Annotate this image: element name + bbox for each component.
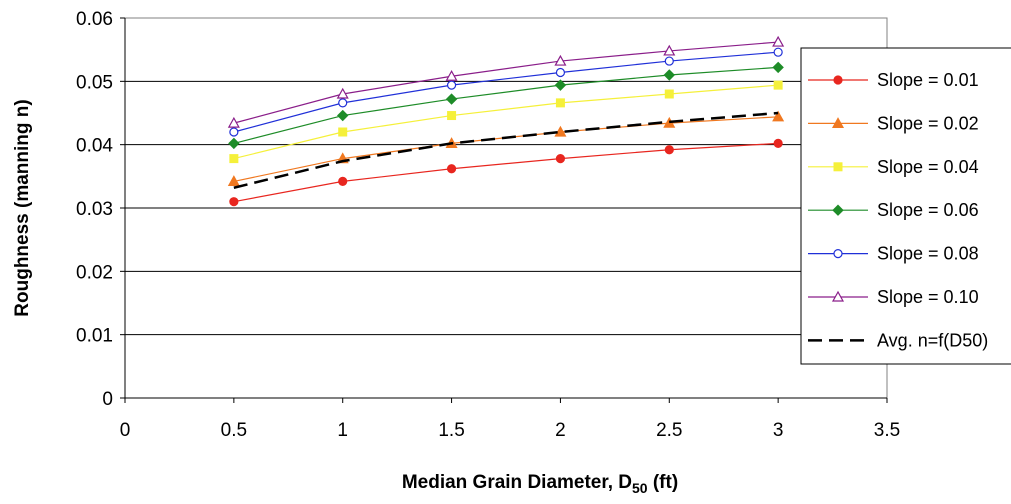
gridlines [125,17,887,336]
x-tick-label: 0.5 [221,420,247,441]
y-tick-label: 0.03 [76,199,113,220]
data-point [554,125,567,137]
legend-label: Slope = 0.10 [877,287,979,307]
data-point [664,56,674,66]
data-point [663,44,676,56]
data-point [554,79,567,91]
legend-label: Slope = 0.08 [877,244,979,264]
data-point [663,69,675,81]
legend-item: Slope = 0.04 [808,157,979,177]
data-point [772,61,784,74]
series-line [233,111,779,189]
data-point [554,54,567,66]
data-point [664,145,674,155]
data-point [664,89,674,99]
data-point [772,35,785,47]
legend-marker [833,162,843,172]
data-point [227,116,240,128]
data-point [446,164,457,174]
data-point [446,80,457,90]
series-5 [229,47,783,137]
y-tick-label: 0.04 [76,136,113,157]
series-line [233,51,779,133]
x-tick-label: 3.5 [874,420,900,441]
data-point [773,80,783,90]
series-line [233,84,779,160]
x-tick-label: 3 [773,420,784,441]
data-point [227,175,240,186]
x-axis-ticks: 0 0.5 1 1.5 2 2.5 3 3.5 [120,397,900,441]
data-point [229,197,239,207]
legend-item: Slope = 0.02 [808,113,979,133]
legend-box [800,47,1011,365]
legend-item: Slope = 0.06 [808,200,979,220]
y-axis-ticks: 0 0.01 0.02 0.03 0.04 0.05 0.06 [76,9,126,410]
data-point [336,87,349,99]
data-point [447,111,457,121]
x-tick-label: 2.5 [656,420,682,441]
legend-marker [831,290,845,302]
y-tick-label: 0.06 [76,9,113,30]
data-point [555,98,565,108]
legend-label: Slope = 0.01 [877,70,979,90]
series-line [233,116,779,182]
legend-label: Slope = 0.02 [877,113,979,133]
legend-item: Slope = 0.01 [808,70,979,90]
y-tick-label: 0.05 [76,72,113,93]
legend-item: Slope = 0.10 [808,287,979,307]
data-point [773,138,783,148]
legend-item: Avg. n=f(D50) [808,330,988,350]
series-6 [227,35,785,128]
data-point [445,70,458,81]
data-point [772,110,785,122]
data-point [338,98,348,108]
data-point [555,154,566,164]
data-point [229,154,239,164]
series-layer [227,35,785,207]
series-1 [229,138,783,207]
legend-marker [831,117,845,129]
series-7 [233,111,779,189]
legend-label: Slope = 0.06 [877,200,979,220]
data-point [555,67,566,78]
series-line [233,41,779,124]
data-point [228,137,240,150]
y-tick-label: 0 [102,389,113,410]
legend-marker [833,75,843,85]
legend-label: Slope = 0.04 [877,157,979,177]
x-tick-label: 1.5 [438,420,464,441]
series-4 [228,61,784,150]
x-tick-label: 1 [337,420,348,441]
y-tick-label: 0.01 [76,326,113,347]
data-point [337,109,349,122]
data-point [773,47,783,57]
data-point [338,127,348,137]
legend-marker [832,204,844,216]
series-line [233,142,779,203]
data-point [445,93,458,105]
series-line [233,66,779,144]
y-tick-label: 0.02 [76,262,113,283]
x-axis-title: Median Grain Diameter, D50 (ft) [402,472,678,496]
series-3 [229,80,783,164]
legend-marker [833,249,843,259]
legend-item: Slope = 0.08 [808,244,979,264]
data-point [338,176,348,186]
x-tick-label: 2 [555,420,566,441]
legend-label: Avg. n=f(D50) [877,330,988,350]
y-axis-title: Roughness (manning n) [12,99,33,316]
data-point [229,127,239,137]
legend: Slope = 0.01 Slope = 0.02 Slope = 0.04 Slop… [800,47,1011,365]
legend-items: Slope = 0.01 Slope = 0.02 Slope = 0.04 Slop… [808,70,988,350]
x-tick-label: 0 [120,420,131,441]
